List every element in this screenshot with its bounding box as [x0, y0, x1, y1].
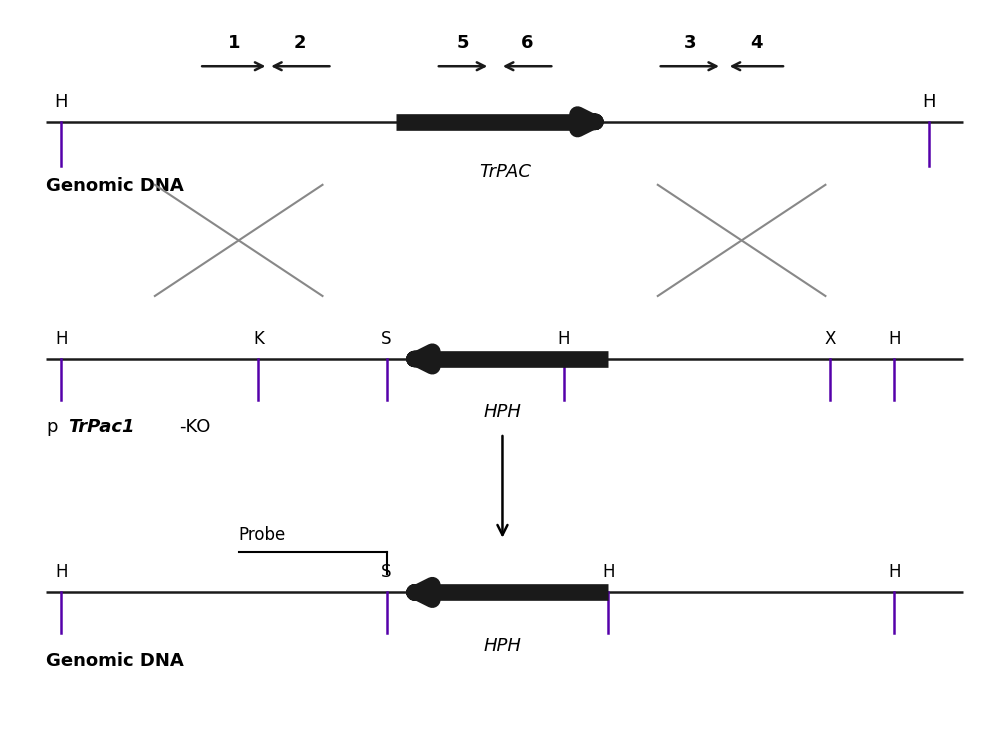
Text: H: H — [54, 93, 68, 111]
Text: H: H — [888, 330, 901, 348]
Text: H: H — [55, 563, 67, 581]
Text: p: p — [46, 418, 58, 436]
Text: 4: 4 — [750, 34, 763, 51]
Text: H: H — [602, 563, 615, 581]
Text: 3: 3 — [684, 34, 696, 51]
Text: H: H — [55, 330, 67, 348]
Text: Genomic DNA: Genomic DNA — [46, 652, 184, 670]
Text: K: K — [253, 330, 264, 348]
Text: TrPAC: TrPAC — [479, 162, 531, 180]
Text: H: H — [888, 563, 901, 581]
Text: Genomic DNA: Genomic DNA — [46, 177, 184, 196]
Text: HPH: HPH — [484, 403, 521, 421]
Text: 1: 1 — [228, 34, 240, 51]
Text: Probe: Probe — [239, 526, 286, 544]
Text: 2: 2 — [294, 34, 307, 51]
Text: H: H — [558, 330, 570, 348]
Text: 5: 5 — [457, 34, 469, 51]
Text: S: S — [381, 330, 392, 348]
Text: H: H — [922, 93, 936, 111]
Text: -KO: -KO — [180, 418, 211, 436]
Text: X: X — [825, 330, 836, 348]
Text: 6: 6 — [521, 34, 533, 51]
Text: S: S — [381, 563, 392, 581]
Text: TrPac1: TrPac1 — [68, 418, 135, 436]
Text: HPH: HPH — [484, 637, 521, 655]
